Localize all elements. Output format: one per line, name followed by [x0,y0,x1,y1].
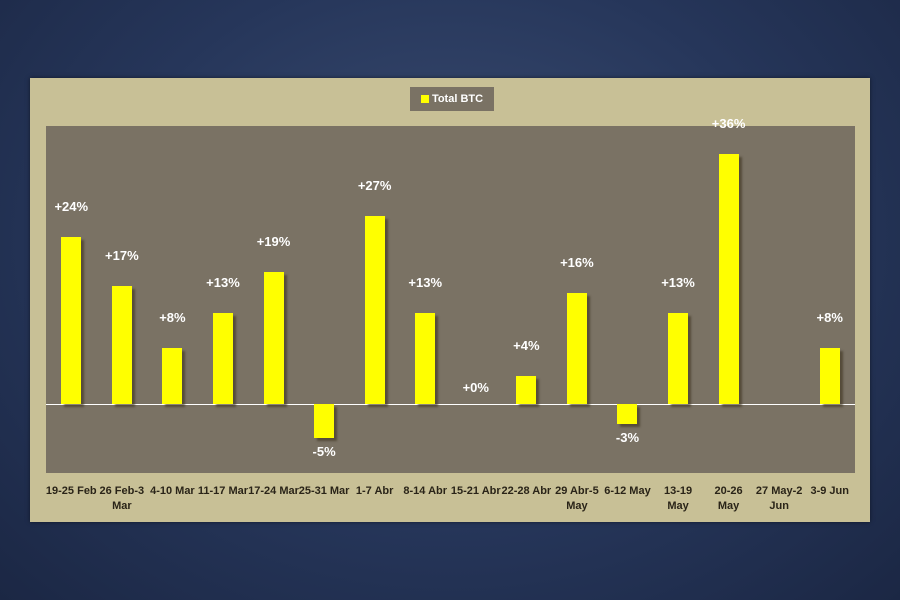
x-tick-label: 20-26 May [714,485,743,512]
x-tick-label: 6-12 May [604,485,651,497]
bar [212,313,233,404]
value-label: +27% [357,178,392,194]
value-label: +24% [54,199,89,215]
value-label: -3% [615,430,640,446]
bar [617,403,638,425]
x-tick-label: 3-9 Jun [810,485,849,497]
bar [314,403,335,439]
value-label: +13% [206,275,240,291]
legend-swatch [420,95,429,103]
bar [263,271,284,404]
bar [819,348,840,404]
value-label: +4% [513,337,540,353]
bar [566,292,587,404]
value-label: +8% [159,310,186,326]
x-tick-label: 4-10 Mar [150,485,195,497]
bar [718,153,739,404]
bar [111,285,132,404]
bar [364,216,385,404]
legend-label: Total BTC [431,93,484,105]
x-tick-label: 19-25 Feb [45,485,97,497]
value-label: +36% [711,115,746,131]
x-tick-label: 8-14 Abr [403,485,448,497]
bar [61,237,82,404]
x-tick-label: 17-24 Mar [248,485,299,497]
x-tick-label: 13-19 May [663,485,693,512]
bar [668,313,689,404]
x-tick-label: 11-17 Mar [197,485,249,497]
x-tick-label: 27 May-2 Jun [755,485,803,512]
value-label: -5% [312,444,336,460]
value-label: +0% [462,379,489,395]
value-label: +13% [408,275,443,291]
zero-line [46,404,855,405]
x-tick-label: 29 Abr-5 May [555,485,599,512]
value-label: +17% [105,247,139,263]
x-tick-label: 22-28 Abr [501,485,552,497]
x-tick-label: 25-31 Mar [298,485,350,497]
bar [162,348,183,404]
x-tick-label: 1-7 Abr [355,485,394,497]
x-tick-label: 15-21 Abr [450,485,501,497]
legend: Total BTC [410,87,494,111]
x-tick-label: 26 Feb-3 Mar [99,485,145,512]
value-label: +19% [256,233,291,249]
value-label: +13% [661,275,695,291]
bar [516,375,537,404]
value-label: +16% [560,254,594,270]
bar [415,313,436,404]
value-label: +8% [816,310,843,326]
